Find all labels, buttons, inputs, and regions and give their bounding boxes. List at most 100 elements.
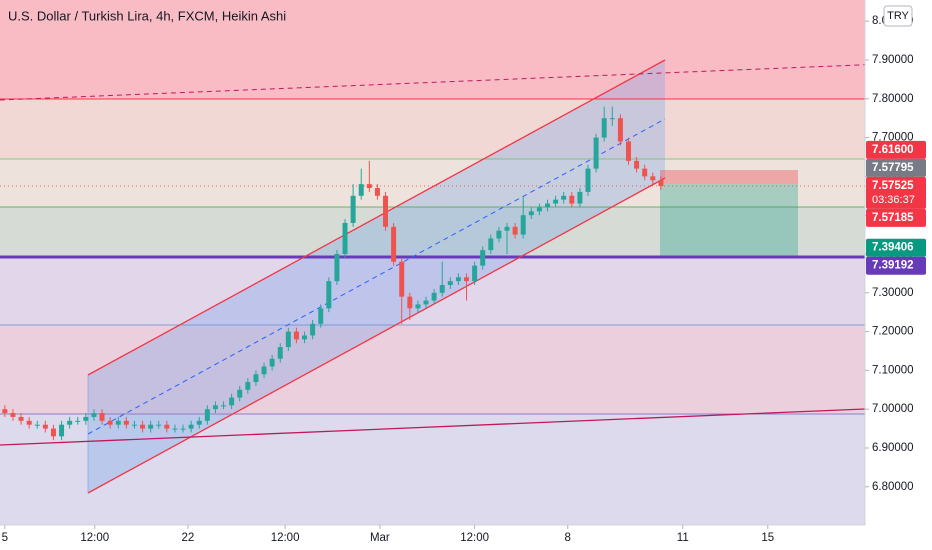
candle-body [180,428,186,430]
candle-body [642,168,648,177]
y-tick-label: 7.80000 [872,93,914,105]
candle-body [374,188,380,196]
candle-body [196,420,202,425]
candle-body [67,420,73,425]
candle-body [245,382,251,390]
candle-body [237,389,243,398]
candle-body [123,420,129,425]
candle-body [496,230,502,239]
price-label: 7.57525 [872,180,914,192]
candle-body [536,207,542,212]
candle-body [261,366,267,375]
candle-body [553,199,559,204]
target-zone [660,184,798,257]
x-tick-label: 11 [677,532,689,544]
candle-body [520,215,526,235]
candle-body [18,416,24,421]
x-tick-label: 5 [2,532,8,544]
zone [0,99,865,159]
candle-body [342,222,348,254]
candle-body [229,397,235,406]
price-axis [865,0,932,550]
candle-body [50,428,56,437]
price-label: 7.57185 [872,212,914,224]
candle-body [75,420,81,422]
price-label: 7.39406 [872,242,914,254]
candle-body [2,409,8,414]
candle-body [107,420,113,425]
candle-body [188,424,194,429]
y-tick-label: 7.00000 [872,403,914,415]
currency-button[interactable] [883,5,913,27]
x-tick-label: 12:00 [271,532,300,544]
candle-body [293,331,299,340]
countdown: 03:36:37 [872,194,915,206]
candle-body [399,261,405,297]
candle-body [310,323,316,336]
channel-lower [87,177,666,494]
candle-body [148,424,154,429]
price-label: 7.57795 [872,162,914,174]
zone [0,325,865,414]
zone [0,159,865,207]
zones [0,0,865,525]
candle-body [212,405,218,410]
price-label: 7.39192 [872,260,914,272]
candle-body [164,424,170,429]
candle-body [140,424,146,429]
channel-mid [87,118,666,435]
time-axis [0,525,865,550]
candle-body [561,195,567,200]
price-label-box [866,158,926,177]
candle-body [391,226,397,262]
x-tick-label: 12:00 [80,532,109,544]
candle-body [455,277,461,282]
candle-body [83,416,89,421]
candle-body [99,413,105,421]
candle-body [431,292,437,301]
candle-body [358,184,364,196]
candle-body [423,300,429,305]
y-tick-label: 7.70000 [872,132,914,144]
x-tick-label: 8 [565,532,571,544]
price-label-box [866,208,926,227]
candle-body [383,195,389,227]
candle-body [488,238,494,251]
zone [0,257,865,325]
candle-body [277,347,283,359]
candle-body [504,226,510,231]
candle-body [91,413,97,417]
zone [0,207,865,257]
candle-body [366,184,372,189]
stop-zone [660,170,798,184]
candle-body [172,428,178,430]
candle-body [10,413,16,417]
candle-body [302,335,308,340]
candle-body [204,409,210,421]
x-tick-label: 12:00 [460,532,489,544]
chart-title: U.S. Dollar / Turkish Lira, 4h, FXCM, He… [8,8,286,23]
x-tick-label: Mar [370,532,390,544]
price-label-box [866,176,926,209]
candle-body [650,176,656,181]
candle-body [545,203,551,208]
candle-body [585,168,591,192]
currency-label: TRY [887,10,909,22]
candle-body [464,277,470,282]
candle-body [593,137,599,169]
candle-body [26,420,32,425]
candle-body [334,253,340,282]
price-label: 7.61600 [872,144,914,156]
candle-body [609,118,615,120]
candle-body [415,304,421,309]
candle-body [59,424,65,437]
candle-body [269,358,275,367]
trendline [0,408,866,446]
y-tick-label: 7.20000 [872,326,914,338]
candle-body [221,405,227,407]
candle-body [601,118,607,138]
candle-body [407,296,413,309]
candle-body [131,424,137,426]
